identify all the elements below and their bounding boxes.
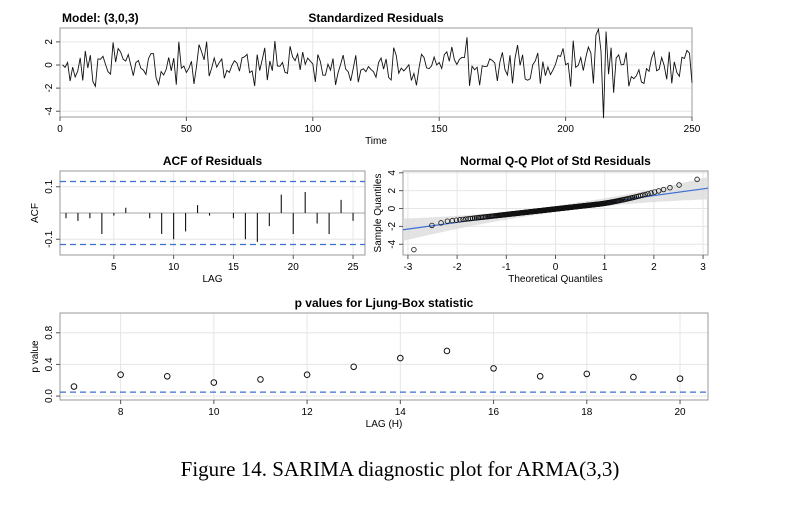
qq-point (648, 190, 654, 196)
p-value-point (397, 354, 404, 362)
x-tick-label: 25 (347, 262, 359, 273)
y-tick-label: 0.8 (44, 325, 55, 339)
y-axis-label: Sample Quantiles (373, 174, 384, 253)
x-tick-label: 10 (168, 262, 180, 273)
y-tick-label: -4 (387, 239, 398, 248)
x-tick-label: 10 (208, 407, 220, 418)
x-tick-label: 250 (684, 124, 701, 135)
qq-point (449, 217, 456, 224)
x-tick-label: 20 (674, 407, 686, 418)
qq-point (676, 182, 682, 188)
p-value-point (536, 372, 544, 380)
y-axis-label: ACF (30, 203, 41, 223)
x-tick-label: 20 (288, 262, 300, 273)
plot-frame (59, 27, 693, 118)
qq-point (471, 215, 478, 221)
y-tick-label: -2 (387, 222, 398, 231)
y-tick-label: -2 (44, 83, 55, 92)
p-value-point (210, 379, 218, 386)
x-tick-label: 15 (228, 262, 240, 273)
p-value-point (630, 373, 637, 381)
y-tick-label: 4 (387, 170, 398, 176)
x-tick-label: 16 (488, 407, 500, 418)
model-label: Model: (3,0,3) (62, 11, 139, 25)
p-value-point (163, 372, 171, 380)
chart-title: Standardized Residuals (308, 11, 444, 25)
p-value-point (676, 375, 684, 382)
x-axis-label: LAG (202, 274, 222, 285)
qq-point (640, 192, 646, 198)
ljung-box-panel: p values for Ljung-Box statistic 8 10 12 14 1… (30, 296, 709, 430)
x-tick-label: 50 (181, 124, 193, 135)
x-axis-label: LAG (H) (366, 419, 403, 430)
residual-series-line (62, 27, 693, 119)
qq-point (460, 216, 466, 223)
x-tick-label: 0 (553, 262, 559, 273)
chart-title: Normal Q-Q Plot of Std Residuals (460, 154, 651, 168)
y-tick-label: -0.1 (44, 230, 55, 248)
qq-point (457, 217, 463, 223)
y-tick-label: 0.1 (44, 179, 55, 193)
chart-title: ACF of Residuals (163, 154, 263, 168)
figure-caption: Figure 14. SARIMA diagnostic plot for AR… (180, 457, 620, 481)
qq-point (645, 191, 651, 197)
x-tick-label: 100 (304, 124, 321, 135)
qq-point (469, 215, 476, 222)
qq-point (667, 185, 673, 191)
qq-point (637, 192, 644, 199)
x-tick-label: 150 (431, 124, 448, 135)
p-value-point (303, 371, 311, 378)
x-tick-label: 0 (57, 124, 63, 135)
x-tick-label: -2 (453, 262, 462, 273)
x-tick-label: 12 (302, 407, 314, 418)
p-value-point (257, 376, 264, 383)
x-tick-label: 200 (557, 124, 574, 135)
y-axis-label: p value (30, 340, 41, 373)
x-tick-label: 18 (581, 407, 593, 418)
qq-point (453, 217, 460, 223)
qq-point (642, 191, 648, 198)
y-tick-label: 2 (387, 187, 398, 193)
qq-point (694, 176, 700, 183)
p-value-point (350, 363, 357, 371)
qq-point (411, 246, 417, 253)
acf-panel: ACF of Residuals 5 10 15 20 25 -0.1 0.1 LAG ACF (30, 154, 366, 285)
x-tick-label: 2 (651, 262, 657, 273)
p-value-point (70, 383, 78, 390)
x-tick-label: 3 (700, 262, 706, 273)
standardized-residuals-panel: Standardized Residuals 0 50 100 150 200 250 -4 -… (44, 11, 701, 147)
y-tick-label: 0 (44, 62, 55, 68)
qq-point (655, 188, 662, 194)
p-value-point (490, 365, 497, 372)
x-tick-label: -1 (502, 262, 511, 273)
x-tick-label: 14 (395, 407, 407, 418)
qq-point (660, 186, 667, 193)
x-tick-label: 8 (118, 407, 124, 418)
p-value-point (117, 371, 124, 378)
y-tick-label: 0 (387, 205, 398, 211)
chart-title: p values for Ljung-Box statistic (295, 296, 474, 310)
p-value-point (583, 370, 591, 378)
x-tick-label: -3 (403, 262, 412, 273)
p-value-point (443, 347, 451, 355)
x-axis-label: Time (365, 136, 387, 147)
x-tick-label: 1 (602, 262, 608, 273)
x-tick-label: 5 (111, 262, 117, 273)
qq-point (473, 215, 480, 221)
x-axis-label: Theoretical Quantiles (508, 274, 603, 285)
plot-frame (59, 312, 709, 401)
qq-point (429, 222, 435, 229)
qq-panel: Normal Q-Q Plot of Std Residuals -3 -2 -1 0 1… (373, 154, 709, 285)
y-tick-label: 0.4 (44, 357, 55, 371)
qq-point (467, 215, 474, 222)
y-tick-label: -4 (44, 106, 55, 115)
y-tick-label: 0.0 (44, 389, 55, 403)
y-tick-label: 2 (44, 39, 55, 45)
qq-point (438, 220, 444, 226)
